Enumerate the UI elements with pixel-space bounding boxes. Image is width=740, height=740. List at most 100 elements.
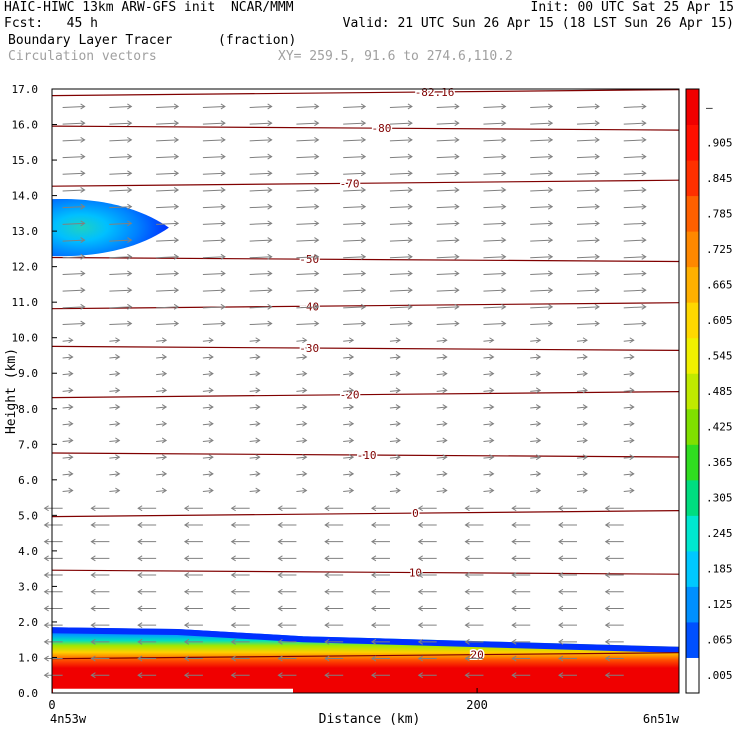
colorbar-swatch [686,89,699,126]
vector-arrow [343,373,354,376]
vector-arrow [576,323,600,326]
vector-arrowhead [464,538,470,545]
vector-arrow [343,490,354,493]
vector-arrowhead [454,170,460,177]
vector-arrowhead [594,170,600,177]
vector-arrow [436,456,447,459]
vector-arrow [296,389,307,392]
vector-arrowhead [173,136,180,143]
vector-arrow [389,172,412,175]
vector-arrowhead [464,588,470,595]
vector-arrow [436,473,447,476]
contour-label: -10 [357,449,377,462]
field-name: Boundary Layer Tracer [8,33,173,48]
vector-arrow [156,206,179,209]
vector-arrowhead [454,253,460,260]
vector-arrow [530,206,553,209]
vector-arrowhead [80,320,86,327]
vector-arrow [436,289,459,292]
vector-arrow [389,389,400,392]
vector-arrow [156,172,179,175]
vector-arrowhead [115,404,121,410]
x-tick-label: 200 [466,698,488,712]
vector-arrowhead [208,387,214,394]
vector-arrowhead [442,370,448,377]
colorbar-label: .845 [706,172,733,185]
vector-arrow [530,105,553,108]
vector-arrowhead [370,622,377,629]
vector-arrowhead [80,303,86,310]
vector-arrow [389,189,412,192]
vector-arrow [623,289,646,292]
vector-arrowhead [314,153,320,160]
vector-arrow [156,356,167,359]
vector-arrow [436,239,459,242]
vector-arrowhead [464,555,470,562]
vector-arrow [249,373,260,376]
vector-arrow [109,456,120,459]
contour-label: 0 [412,507,419,520]
vector-arrowhead [208,354,214,360]
vector-arrowhead [464,522,470,528]
vector-arrowhead [370,505,377,512]
vector-arrowhead [161,404,168,410]
vector-arrow [576,339,588,342]
vector-arrow [530,189,553,192]
vector-arrow [530,306,553,309]
vector-arrow [296,272,319,275]
vector-arrowhead [137,505,143,512]
vector-arrowhead [407,136,413,143]
vector-arrowhead [220,220,226,227]
vector-arrow [530,406,541,409]
vector-arrowhead [230,672,236,679]
vector-arrow [202,356,213,359]
vector-arrowhead [348,337,355,344]
vector-arrowhead [324,622,330,629]
vector-arrow [343,156,366,159]
vector-arrow [389,473,400,476]
vector-arrowhead [267,187,273,193]
vector-arrowhead [417,605,423,612]
vector-arrow [343,172,366,175]
vector-arrow [62,306,85,309]
vector-arrow [62,139,85,142]
vector-arrowhead [594,120,600,127]
vector-arrowhead [535,420,542,427]
x-left-end-label: 4n53w [50,712,87,726]
vector-arrow [343,256,366,259]
vector-arrowhead [511,588,517,595]
vector-arrowhead [407,203,413,210]
vector-arrow [109,272,132,275]
vector-arrowhead [115,420,121,427]
vector-arrow [576,156,600,159]
vector-arrowhead [137,622,143,629]
vector-arrowhead [582,487,588,494]
y-tick-label: 8.0 [18,403,38,416]
vector-arrowhead [501,103,507,110]
vector-arrowhead [80,270,86,277]
vector-arrow [483,206,506,209]
y-tick-label: 11.0 [12,296,39,309]
vector-arrowhead [641,237,647,243]
vector-arrowhead [277,522,283,528]
vector-arrow [623,206,646,209]
vector-arrow [623,356,634,359]
vector-arrowhead [302,454,308,461]
vector-arrowhead [277,538,283,545]
colorbar-label: .365 [706,456,733,469]
vector-arrow [530,256,553,259]
vector-arrowhead [173,187,180,193]
vector-arrowhead [115,337,121,344]
vector-arrowhead [370,672,377,679]
vector-arrow [623,272,646,275]
vector-arrowhead [127,270,133,277]
vector-arrowhead [161,420,168,427]
vector-arrowhead [277,588,283,595]
vector-arrowhead [230,622,236,629]
colorbar-label: .725 [706,243,733,256]
vector-arrowhead [641,320,647,327]
contour-line [51,345,680,351]
vector-arrowhead [604,605,611,612]
vector-arrow [530,389,541,392]
vector-arrow [576,139,600,142]
